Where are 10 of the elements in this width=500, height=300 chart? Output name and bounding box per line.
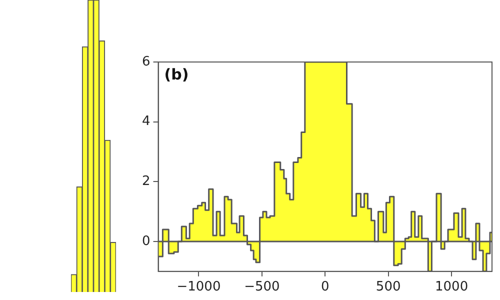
- x-tick-label: 1000: [435, 280, 468, 295]
- y-tick-label: 2: [142, 174, 150, 190]
- y-tick-label: 0: [142, 234, 150, 249]
- y-tick-label: 6: [142, 54, 150, 70]
- x-tick-label: 0: [320, 280, 330, 295]
- x-tick-label: −1000: [176, 280, 221, 295]
- annotation: (b): [164, 65, 189, 84]
- y-tick-label: 4: [142, 114, 150, 130]
- x-tick-label: 500: [376, 280, 401, 295]
- x-tick-label: −500: [244, 280, 280, 295]
